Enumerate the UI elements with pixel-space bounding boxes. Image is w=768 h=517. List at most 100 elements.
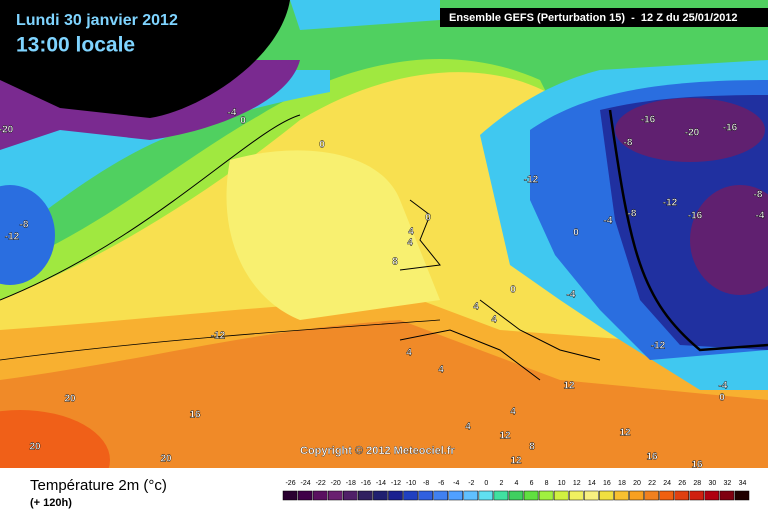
legend-label: -16 <box>361 480 371 487</box>
legend-swatch <box>448 490 464 501</box>
contour-label: 4 <box>510 407 516 418</box>
legend-label: -26 <box>285 480 295 487</box>
map-layer <box>690 185 768 295</box>
legend-label: -10 <box>406 480 416 487</box>
legend-label: -6 <box>438 480 444 487</box>
contour-label: 0 <box>425 213 431 224</box>
legend-swatch <box>704 490 720 501</box>
contour-label: 16 <box>189 410 201 421</box>
legend-label: 16 <box>603 480 611 487</box>
contour-label: -20 <box>685 128 700 139</box>
model-box <box>440 8 768 27</box>
legend-swatch <box>312 490 328 501</box>
contour-label: -4 <box>756 211 765 222</box>
contour-label: 16 <box>691 460 703 471</box>
legend-swatch <box>493 490 509 501</box>
legend-swatch <box>478 490 494 501</box>
legend-swatch <box>674 490 689 501</box>
time-label: 13:00 locale <box>16 34 135 57</box>
contour-label: -16 <box>723 123 738 134</box>
legend-label: -22 <box>316 480 326 487</box>
contour-label: 12 <box>510 456 522 467</box>
coastline <box>399 199 601 381</box>
contour-label: -4 <box>567 290 576 301</box>
legend-label: -2 <box>468 480 474 487</box>
legend-swatch <box>644 490 659 501</box>
contour-label: -16 <box>688 211 703 222</box>
legend-label: -14 <box>376 480 386 487</box>
contour-label: 4 <box>491 315 497 326</box>
legend-swatch <box>388 490 403 501</box>
legend-swatch <box>629 490 644 501</box>
contour-label: 20 <box>64 394 76 405</box>
contour-label: -8 <box>628 209 637 220</box>
legend-swatch <box>523 490 539 501</box>
legend-label: 26 <box>678 480 686 487</box>
contour-label: 16 <box>646 452 658 463</box>
legend-label: 4 <box>515 480 519 487</box>
legend-swatch <box>373 490 388 501</box>
contour-label: 0 <box>573 228 579 239</box>
contour-label: -12 <box>211 331 226 342</box>
legend-swatch <box>433 490 448 501</box>
copyright: Copyright © 2012 Meteociel.fr <box>300 445 456 457</box>
legend-label: 34 <box>739 480 747 487</box>
contour-label: 0 <box>240 116 246 127</box>
legend-label: 20 <box>633 480 641 487</box>
legend-title: Température 2m (°c) <box>30 477 167 494</box>
legend-label: -24 <box>301 480 311 487</box>
legend-swatch <box>568 490 584 501</box>
contour-label: -16 <box>641 115 656 126</box>
legend-swatch <box>553 490 569 501</box>
contour-label: 4 <box>465 422 471 433</box>
lead-time: (+ 120h) <box>30 497 72 509</box>
legend-swatch <box>403 490 418 501</box>
contour-label: 0 <box>719 393 725 404</box>
contour-line <box>0 319 441 361</box>
contour-line <box>0 114 301 301</box>
contour-label: 0 <box>319 140 325 151</box>
contour-label: 8 <box>392 257 398 268</box>
contour-label: -4 <box>228 108 237 119</box>
legend-label: 28 <box>693 480 701 487</box>
contour-label: -12 <box>524 175 539 186</box>
contour-label: 4 <box>407 238 413 249</box>
contour-label: -20 <box>0 125 14 136</box>
map-layer <box>615 98 765 162</box>
legend-label: -4 <box>453 480 459 487</box>
contour-label: -8 <box>624 138 633 149</box>
legend-label: 32 <box>724 480 732 487</box>
legend-label: 30 <box>708 480 716 487</box>
legend-label: 18 <box>618 480 626 487</box>
legend-label: 22 <box>648 480 656 487</box>
legend-swatch <box>463 490 479 501</box>
contour-label: 0 <box>510 285 516 296</box>
legend-swatch <box>719 490 735 501</box>
legend-swatch <box>734 490 750 501</box>
contour-label: -12 <box>5 232 20 243</box>
contour-label: 8 <box>529 442 535 453</box>
legend-label: -12 <box>391 480 401 487</box>
contour-label: 12 <box>563 381 575 392</box>
legend-swatch <box>659 490 674 501</box>
legend-swatch <box>508 490 524 501</box>
legend-label: 12 <box>573 480 581 487</box>
legend-label: 24 <box>663 480 671 487</box>
legend-label: -18 <box>346 480 356 487</box>
legend-swatch <box>584 490 599 501</box>
legend-label: -8 <box>423 480 429 487</box>
legend-swatch <box>599 490 614 501</box>
legend-label: -20 <box>331 480 341 487</box>
legend-swatch <box>343 490 358 501</box>
map-layer <box>0 185 55 285</box>
contour-label: 4 <box>473 302 479 313</box>
legend-label: 0 <box>484 480 488 487</box>
contour-label: -8 <box>20 220 29 231</box>
contour-label: -12 <box>651 341 666 352</box>
contour-label: 4 <box>406 348 412 359</box>
map-layer <box>290 0 440 30</box>
legend-panel <box>0 468 768 512</box>
date-label: Lundi 30 janvier 2012 <box>16 12 178 29</box>
contour-label: -4 <box>604 216 613 227</box>
